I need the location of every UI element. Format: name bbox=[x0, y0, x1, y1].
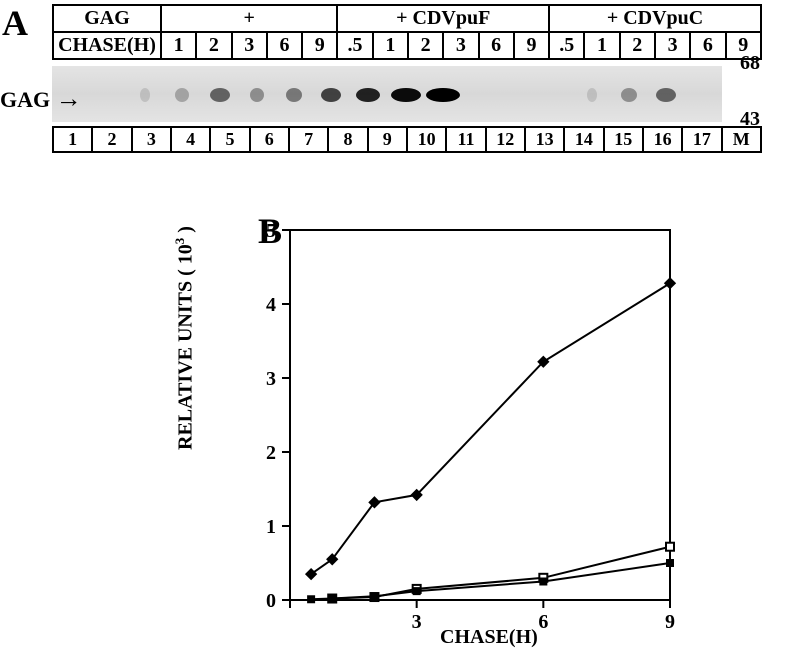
chase-cell: 9 bbox=[302, 32, 337, 59]
chase-cell: 1 bbox=[161, 32, 196, 59]
gel-band bbox=[656, 88, 676, 102]
gel-band bbox=[321, 88, 341, 102]
lane-number: 6 bbox=[250, 127, 289, 152]
lane-number: 16 bbox=[643, 127, 682, 152]
chase-cell: 1 bbox=[584, 32, 619, 59]
y-axis-label: RELATIVE UNITS ( 103 ) bbox=[172, 226, 198, 450]
lane-number: 15 bbox=[604, 127, 643, 152]
lane-number: 9 bbox=[368, 127, 407, 152]
svg-text:3: 3 bbox=[266, 368, 276, 390]
header-gag: GAG bbox=[53, 5, 161, 32]
svg-text:0: 0 bbox=[266, 590, 276, 612]
gel-band bbox=[175, 88, 189, 102]
chase-cell: .5 bbox=[337, 32, 372, 59]
chase-cell: 3 bbox=[655, 32, 690, 59]
lane-number: 2 bbox=[92, 127, 131, 152]
group-2: + CDVpuC bbox=[549, 5, 761, 32]
panel-a-header: GAG++ CDVpuF+ CDVpuCCHASE(H)12369.512369… bbox=[52, 4, 762, 60]
svg-text:6: 6 bbox=[538, 611, 548, 633]
gel-band bbox=[356, 88, 380, 102]
gel-band bbox=[426, 88, 460, 102]
lane-number: 17 bbox=[682, 127, 721, 152]
group-1: + CDVpuF bbox=[337, 5, 549, 32]
lane-number: 3 bbox=[132, 127, 171, 152]
gel-band bbox=[286, 88, 302, 102]
svg-text:2: 2 bbox=[266, 442, 276, 464]
lane-number: 13 bbox=[525, 127, 564, 152]
gel-region: GAG → 68 43 bbox=[52, 66, 762, 122]
svg-text:1: 1 bbox=[266, 516, 276, 538]
panel-a-label: A bbox=[2, 2, 28, 44]
chase-cell: 3 bbox=[232, 32, 267, 59]
svg-text:4: 4 bbox=[266, 294, 276, 316]
lane-number: 11 bbox=[446, 127, 485, 152]
gel-band bbox=[621, 88, 637, 102]
chase-cell: 1 bbox=[373, 32, 408, 59]
header-chase: CHASE(H) bbox=[53, 32, 161, 59]
gag-arrow-label: GAG → bbox=[0, 84, 82, 114]
svg-text:5: 5 bbox=[266, 220, 276, 242]
lane-number: 8 bbox=[328, 127, 367, 152]
svg-text:3: 3 bbox=[412, 611, 422, 633]
x-axis-label: CHASE(H) bbox=[440, 626, 538, 649]
panel-b-chart: 012345369 RELATIVE UNITS ( 103 ) CHASE(H… bbox=[180, 210, 700, 650]
chase-cell: 2 bbox=[408, 32, 443, 59]
gel-band bbox=[250, 88, 264, 102]
mw-marker-68: 68 bbox=[740, 52, 760, 75]
gel-band bbox=[140, 88, 150, 102]
gel-band bbox=[391, 88, 421, 102]
chase-cell: 6 bbox=[267, 32, 302, 59]
chase-cell: 2 bbox=[196, 32, 231, 59]
lane-number: M bbox=[722, 127, 761, 152]
chase-cell: 9 bbox=[514, 32, 549, 59]
lane-number: 4 bbox=[171, 127, 210, 152]
lane-number: 12 bbox=[486, 127, 525, 152]
chase-cell: .5 bbox=[549, 32, 584, 59]
lane-number: 7 bbox=[289, 127, 328, 152]
chase-cell: 2 bbox=[620, 32, 655, 59]
gel-band bbox=[587, 88, 597, 102]
chase-cell: 3 bbox=[443, 32, 478, 59]
group-0: + bbox=[161, 5, 337, 32]
svg-text:9: 9 bbox=[665, 611, 675, 633]
chase-cell: 6 bbox=[690, 32, 725, 59]
gel-band bbox=[210, 88, 230, 102]
lane-number: 5 bbox=[210, 127, 249, 152]
lane-number: 1 bbox=[53, 127, 92, 152]
lane-number: 14 bbox=[564, 127, 603, 152]
chase-cell: 6 bbox=[479, 32, 514, 59]
lane-number: 10 bbox=[407, 127, 446, 152]
lane-number-row: 1234567891011121314151617M bbox=[52, 126, 762, 153]
